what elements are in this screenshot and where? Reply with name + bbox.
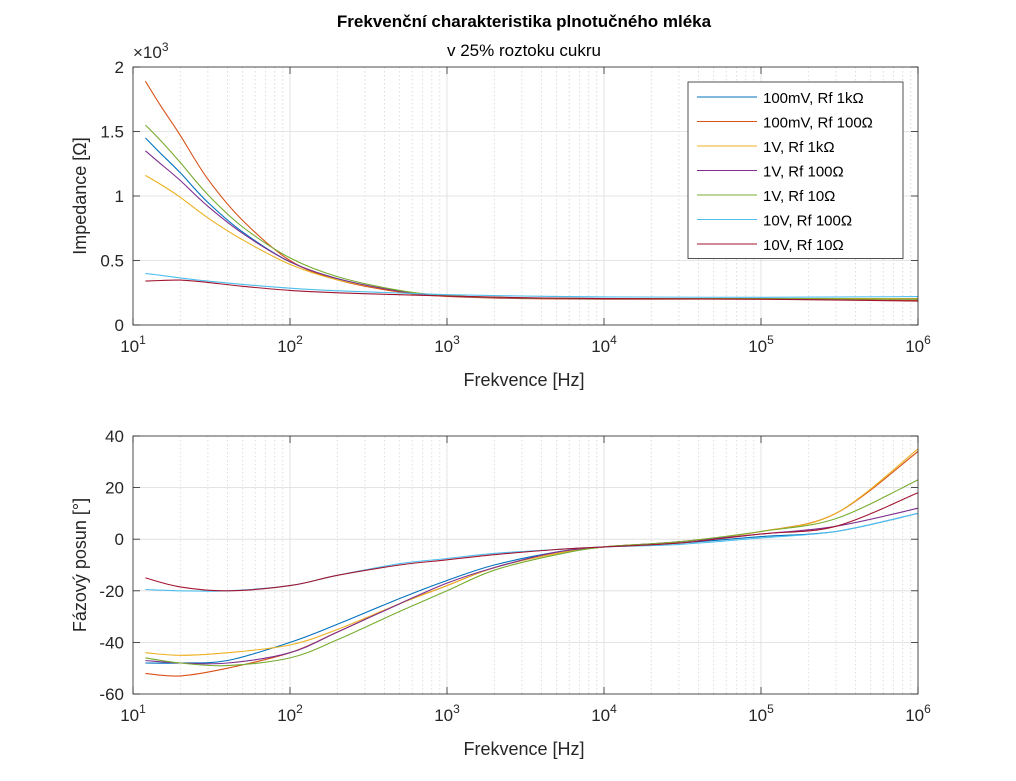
impedance-y-tick-label: 0.5	[100, 252, 124, 271]
impedance-x-tick-label: 102	[277, 333, 303, 356]
impedance-y-axis-label: Impedance [Ω]	[70, 137, 90, 255]
impedance-series-line-6	[145, 272, 919, 298]
phase-x-tick-label: 104	[591, 702, 617, 725]
phase-series-group	[145, 448, 919, 677]
impedance-y-tick-label: 1	[115, 187, 124, 206]
impedance-ticks: 101 102 103 104 105 106 0 0.5 1 1.5 2	[100, 58, 931, 356]
phase-series-line-5	[145, 479, 919, 667]
legend-entry-3: 1V, Rf 1kΩ	[763, 139, 835, 156]
phase-plot-area	[133, 436, 918, 694]
impedance-x-tick-label: 105	[748, 333, 774, 356]
impedance-x-axis-label: Frekvence [Hz]	[463, 370, 584, 390]
phase-y-tick-label: -40	[99, 633, 124, 652]
phase-y-tick-label: 0	[115, 530, 124, 549]
impedance-series-group	[144, 80, 919, 302]
legend-entry-7: 10V, Rf 10Ω	[763, 237, 844, 254]
legend: 100mV, Rf 1kΩ 100mV, Rf 100Ω 1V, Rf 1kΩ 1V,…	[687, 81, 904, 259]
phase-y-tick-label: -20	[99, 582, 124, 601]
phase-y-axis-label: Fázový posun [°]	[70, 498, 90, 632]
phase-series-line-1	[145, 512, 919, 664]
phase-x-tick-label: 101	[120, 702, 146, 725]
phase-x-tick-label: 106	[905, 702, 931, 725]
chart-title: Frekvenční charakteristika plnotučného m…	[337, 12, 712, 31]
impedance-x-tick-label: 101	[120, 333, 146, 356]
phase-x-tick-label: 103	[434, 702, 460, 725]
legend-entry-2: 100mV, Rf 100Ω	[763, 115, 873, 132]
phase-y-tick-label: 20	[105, 479, 124, 498]
phase-x-tick-label: 102	[277, 702, 303, 725]
impedance-axes: 101 102 103 104 105 106 0 0.5 1 1.5 2 ×103 Frekven…	[70, 40, 931, 390]
phase-x-tick-label: 105	[748, 702, 774, 725]
legend-entry-4: 1V, Rf 100Ω	[763, 164, 844, 181]
legend-entry-1: 100mV, Rf 1kΩ	[763, 90, 864, 107]
phase-x-axis-label: Frekvence [Hz]	[463, 739, 584, 759]
chart-subtitle: v 25% roztoku cukru	[447, 41, 601, 60]
impedance-y-tick-label: 1.5	[100, 123, 124, 142]
phase-ticks: 101 102 103 104 105 106 -60 -40 -20 0 20 40	[99, 427, 931, 725]
impedance-y-multiplier: ×103	[133, 40, 169, 62]
legend-entry-6: 10V, Rf 100Ω	[763, 213, 852, 230]
phase-axes: 101 102 103 104 105 106 -60 -40 -20 0 20 40 Frekven…	[70, 427, 931, 759]
phase-y-tick-label: 40	[105, 427, 124, 446]
impedance-y-multiplier-label: ×103	[133, 40, 169, 62]
phase-axes-box	[132, 435, 919, 695]
legend-entry-5: 1V, Rf 10Ω	[763, 188, 835, 205]
phase-y-tick-label: -60	[99, 685, 124, 704]
phase-series-line-7	[145, 492, 919, 592]
impedance-x-tick-label: 106	[905, 333, 931, 356]
impedance-series-line-7	[145, 279, 919, 302]
impedance-x-tick-label: 103	[434, 333, 460, 356]
impedance-y-tick-label: 2	[115, 58, 124, 77]
impedance-x-tick-label: 104	[591, 333, 617, 356]
impedance-y-tick-label: 0	[115, 316, 124, 335]
phase-grid	[132, 435, 919, 695]
